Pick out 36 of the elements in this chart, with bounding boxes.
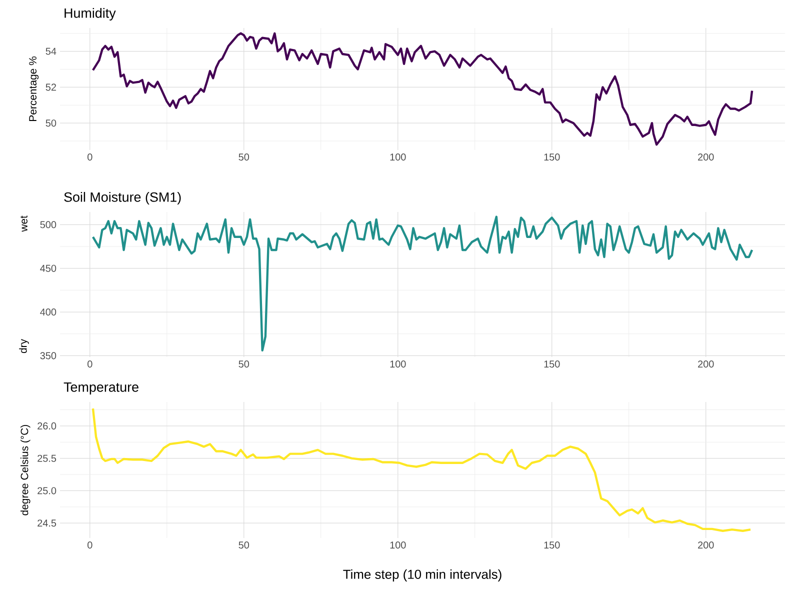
x-tick-label: 150	[544, 360, 560, 368]
y-tick-label: 26.0	[38, 422, 56, 430]
x-tick-label: 200	[698, 360, 714, 368]
chart-title: Humidity	[64, 8, 116, 21]
y-tick-label: 50	[46, 120, 56, 127]
y-tick-label: 450	[40, 264, 56, 272]
text: wet	[20, 216, 28, 232]
x-tick-label: 200	[698, 542, 714, 549]
x-tick-label: 100	[390, 542, 406, 549]
line-series	[92, 216, 754, 352]
x-tick-label: 0	[88, 542, 92, 549]
x-axis-title: Time step (10 min intervals)	[343, 569, 502, 582]
line-series	[92, 32, 754, 146]
y-tick-label: 52	[46, 84, 56, 91]
y-axis-title: degree Celsius (°C)	[20, 424, 30, 516]
x-tick-label: 100	[390, 360, 406, 368]
y-tick-label: 500	[40, 221, 56, 228]
y-axis-title: Percentage %	[29, 56, 39, 121]
y-tick-label: 54	[46, 48, 56, 55]
y-tick-label: 25.0	[38, 487, 56, 494]
chart-title: Soil Moisture (SM1)	[64, 192, 181, 204]
x-tick-label: 150	[544, 542, 560, 549]
x-tick-label: 50	[238, 154, 250, 161]
text: dry	[19, 338, 29, 354]
x-tick-label: 50	[238, 542, 250, 549]
y-tick-label: 25.5	[38, 454, 56, 462]
y-tick-label: 350	[40, 352, 56, 360]
x-tick-label: 0	[88, 154, 92, 161]
x-tick-label: 50	[238, 360, 250, 368]
y-tick-label: 24.5	[38, 520, 56, 527]
y-tick-label: 400	[40, 308, 56, 316]
x-tick-label: 100	[390, 154, 406, 161]
x-tick-label: 0	[88, 360, 92, 368]
chart-title: Temperature	[64, 382, 138, 395]
x-tick-label: 200	[698, 154, 714, 161]
x-tick-label: 150	[544, 154, 560, 161]
